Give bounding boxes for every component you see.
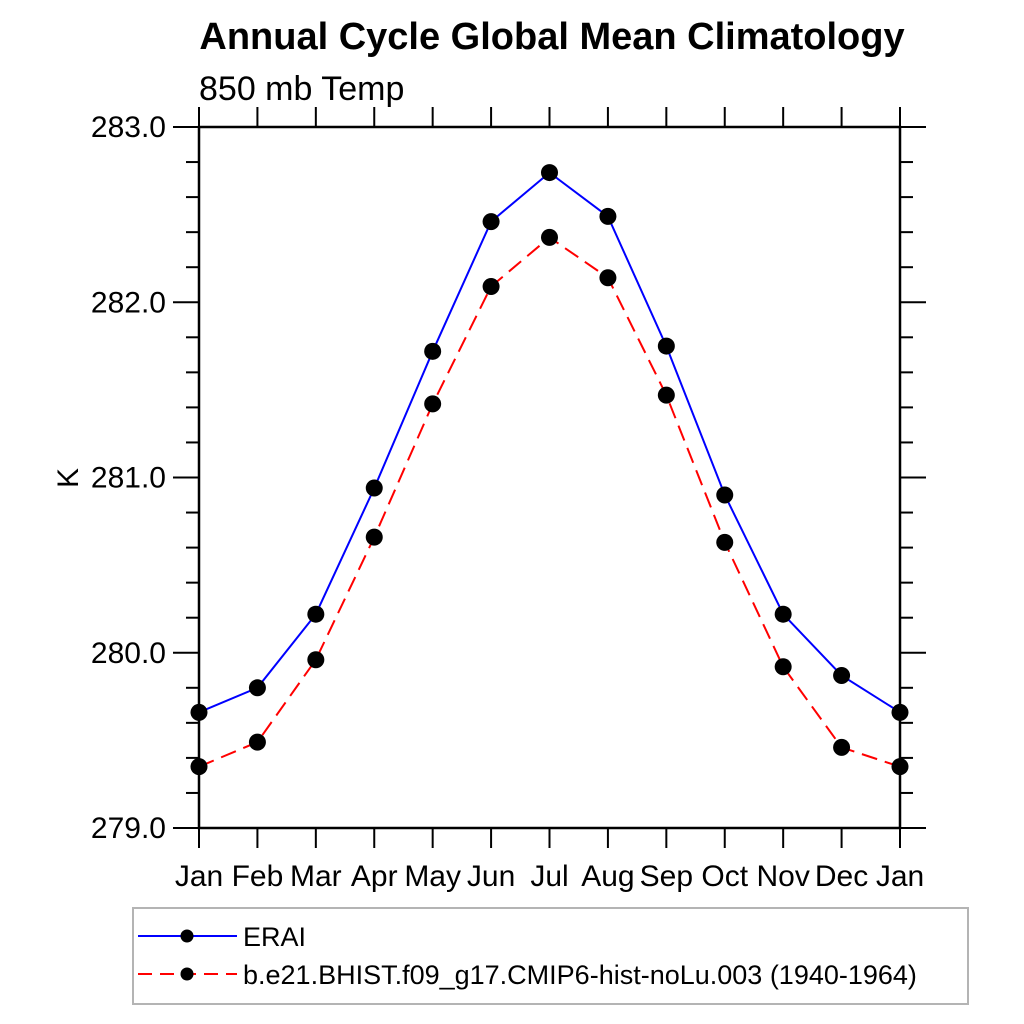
data-point-marker <box>541 164 558 182</box>
x-tick-label: Jan <box>876 860 924 893</box>
legend-label-model: b.e21.BHIST.f09_g17.CMIP6-hist-noLu.003 … <box>243 960 917 990</box>
plot-frame <box>197 125 902 830</box>
data-point-marker <box>482 277 500 295</box>
data-point-marker <box>248 679 266 697</box>
data-point-marker <box>248 733 266 751</box>
data-point-marker <box>599 207 617 225</box>
series-line-solid <box>198 171 901 714</box>
y-tick-label: 279.0 <box>91 812 166 845</box>
data-point-marker <box>716 533 734 551</box>
data-point-marker <box>365 479 383 497</box>
data-point-marker <box>716 486 734 504</box>
y-tick-label: 281.0 <box>91 462 166 495</box>
data-point-marker <box>891 758 909 776</box>
data-point-marker <box>774 658 792 676</box>
x-axis-ticks <box>198 107 901 848</box>
legend-entry-model: b.e21.BHIST.f09_g17.CMIP6-hist-noLu.003 … <box>138 960 917 990</box>
x-tick-label: Jun <box>467 860 515 893</box>
data-point-marker <box>833 667 851 685</box>
x-tick-label: Jan <box>175 860 223 893</box>
data-point-marker <box>424 395 442 413</box>
y-tick-label: 282.0 <box>91 286 166 319</box>
data-point-marker <box>307 605 325 623</box>
legend-marker-dot-icon <box>180 967 194 981</box>
x-tick-label: Jul <box>530 860 568 893</box>
data-point-marker <box>482 213 500 231</box>
y-axis-label: K <box>52 468 85 488</box>
x-tick-label: May <box>404 860 461 893</box>
legend-box: ERAI b.e21.BHIST.f09_g17.CMIP6-hist-noLu… <box>132 907 969 1005</box>
legend-border <box>132 907 969 1005</box>
data-series <box>190 164 909 776</box>
y-tick-label: 283.0 <box>91 111 166 144</box>
data-point-marker <box>307 651 325 669</box>
chart-subtitle: 850 mb Temp <box>199 70 404 108</box>
x-tick-label: Apr <box>351 860 398 893</box>
legend-entry-erai: ERAI <box>138 922 306 952</box>
x-tick-label: Mar <box>290 860 342 893</box>
data-point-marker <box>541 228 558 246</box>
x-tick-label: Sep <box>640 860 693 893</box>
legend-marker-dot-icon <box>180 929 194 943</box>
data-point-marker <box>657 337 675 355</box>
data-point-marker <box>365 528 383 546</box>
y-axis-ticks <box>173 126 926 829</box>
y-tick-labels: 279.0 280.0 281.0 282.0 283.0 <box>91 111 166 845</box>
x-tick-label: Feb <box>232 860 284 893</box>
x-tick-label: Aug <box>581 860 634 893</box>
data-point-marker <box>657 386 675 404</box>
data-point-marker <box>190 703 208 721</box>
chart-title: Annual Cycle Global Mean Climatology <box>199 16 904 58</box>
legend-label-erai: ERAI <box>243 922 306 952</box>
data-point-marker <box>424 342 442 360</box>
series-line-dashed <box>198 236 901 768</box>
data-point-marker <box>190 758 208 776</box>
x-tick-label: Dec <box>815 860 868 893</box>
data-point-marker <box>599 269 617 287</box>
x-tick-label: Nov <box>756 860 809 893</box>
x-tick-label: Oct <box>701 860 748 893</box>
y-tick-label: 280.0 <box>91 637 166 670</box>
x-tick-labels: Jan Feb Mar Apr May Jun Jul Aug Sep Oct Nov Dec Jan <box>175 860 924 893</box>
data-point-marker <box>833 738 851 756</box>
data-point-marker <box>774 605 792 623</box>
data-point-marker <box>891 703 909 721</box>
